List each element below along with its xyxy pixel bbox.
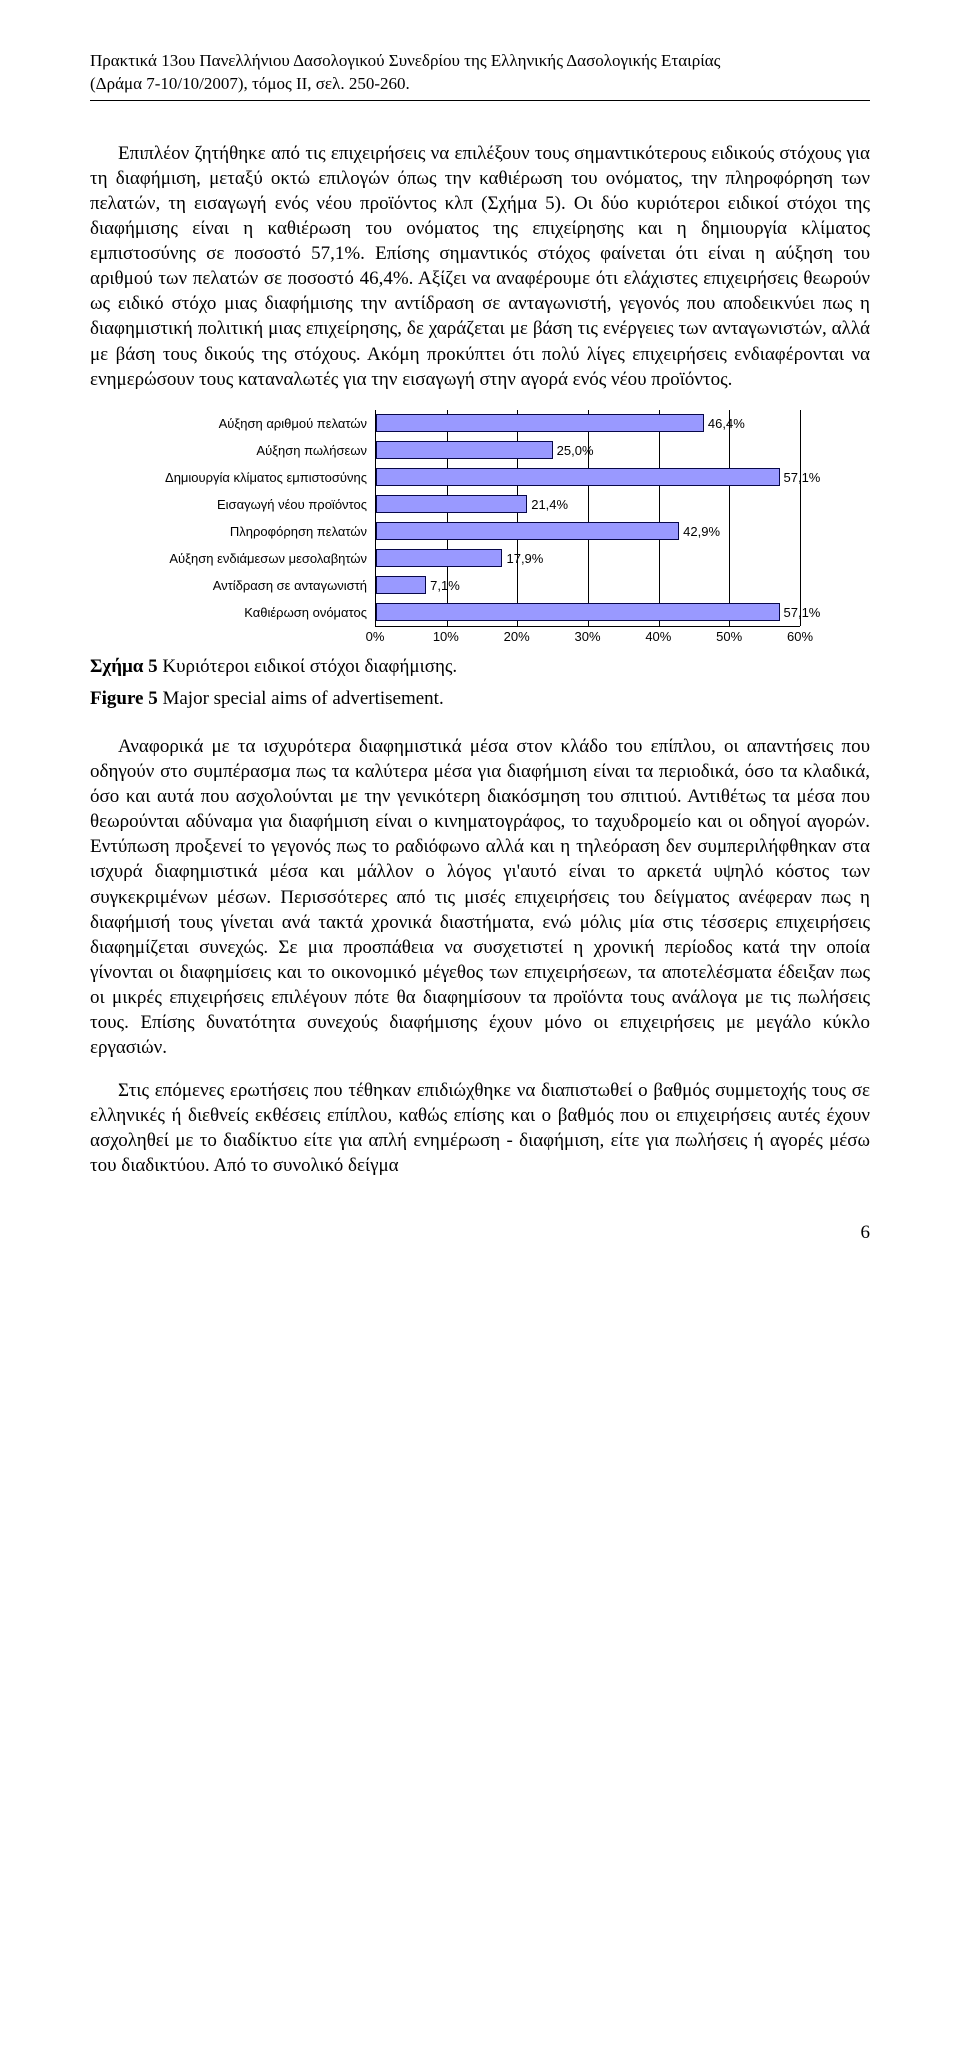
chart-x-axis: 0%10%20%30%40%50%60% <box>160 629 800 647</box>
body-paragraph-3: Στις επόμενες ερωτήσεις που τέθηκαν επιδ… <box>90 1078 870 1178</box>
caption-rest: Major special aims of advertisement. <box>158 688 444 709</box>
chart-gridline <box>588 410 589 626</box>
bar-label: Αντίδραση σε ανταγωνιστή <box>160 578 375 593</box>
caption-prefix: Figure 5 <box>90 688 158 709</box>
chart-gridline <box>800 410 801 626</box>
chart-bar <box>376 495 527 513</box>
chart-x-tick: 10% <box>433 629 459 644</box>
chart-value-label: 7,1% <box>430 578 460 593</box>
chart-bar <box>376 441 553 459</box>
bar-label: Εισαγωγή νέου προϊόντος <box>160 497 375 512</box>
chart-bar <box>376 576 426 594</box>
chart-bar <box>376 468 780 486</box>
chart-value-label: 17,9% <box>506 551 543 566</box>
bar-label: Αύξηση ενδιάμεσων μεσολαβητών <box>160 551 375 566</box>
caption-prefix: Σχήμα 5 <box>90 656 158 677</box>
page-number: 6 <box>90 1222 870 1244</box>
chart-x-tick: 30% <box>574 629 600 644</box>
running-header-line1: Πρακτικά 13ου Πανελλήνιου Δασολογικού Συ… <box>90 50 870 73</box>
chart-gridline <box>729 410 730 626</box>
caption-rest: Κυριότεροι ειδικοί στόχοι διαφήμισης. <box>158 656 458 677</box>
bar-label: Καθιέρωση ονόματος <box>160 605 375 620</box>
bar-chart: Αύξηση αριθμού πελατών Αύξηση πωλήσεων Δ… <box>160 410 800 647</box>
bar-label: Αύξηση πωλήσεων <box>160 443 375 458</box>
header-rule <box>90 100 870 101</box>
chart-label-column: Αύξηση αριθμού πελατών Αύξηση πωλήσεων Δ… <box>160 410 375 627</box>
chart-gridline <box>659 410 660 626</box>
chart-value-label: 21,4% <box>531 497 568 512</box>
chart-bar <box>376 522 679 540</box>
chart-bar <box>376 549 502 567</box>
chart-value-label: 57,1% <box>784 605 821 620</box>
body-paragraph-1: Επιπλέον ζητήθηκε από τις επιχειρήσεις ν… <box>90 141 870 392</box>
chart-bar <box>376 414 704 432</box>
bar-label: Πληροφόρηση πελατών <box>160 524 375 539</box>
chart-bar <box>376 603 780 621</box>
chart-x-tick: 20% <box>504 629 530 644</box>
bar-label: Δημιουργία κλίματος εμπιστοσύνης <box>160 470 375 485</box>
body-paragraph-2: Αναφορικά με τα ισχυρότερα διαφημιστικά … <box>90 734 870 1060</box>
chart-value-label: 25,0% <box>557 443 594 458</box>
chart-value-label: 42,9% <box>683 524 720 539</box>
running-header-line2: (Δράμα 7-10/10/2007), τόμος ΙΙ, σελ. 250… <box>90 73 870 96</box>
chart-x-tick: 0% <box>366 629 385 644</box>
page-container: Πρακτικά 13ου Πανελλήνιου Δασολογικού Συ… <box>0 0 960 1304</box>
chart-value-label: 57,1% <box>784 470 821 485</box>
chart-x-tick: 40% <box>645 629 671 644</box>
chart-plot-area: 46,4%25,0%57,1%21,4%42,9%17,9%7,1%57,1% <box>375 410 800 627</box>
figure-caption-english: Figure 5 Major special aims of advertise… <box>90 687 870 712</box>
chart-x-tick: 60% <box>787 629 813 644</box>
bar-label: Αύξηση αριθμού πελατών <box>160 416 375 431</box>
chart-value-label: 46,4% <box>708 416 745 431</box>
chart-x-tick: 50% <box>716 629 742 644</box>
figure-caption-greek: Σχήμα 5 Κυριότεροι ειδικοί στόχοι διαφήμ… <box>90 655 870 680</box>
